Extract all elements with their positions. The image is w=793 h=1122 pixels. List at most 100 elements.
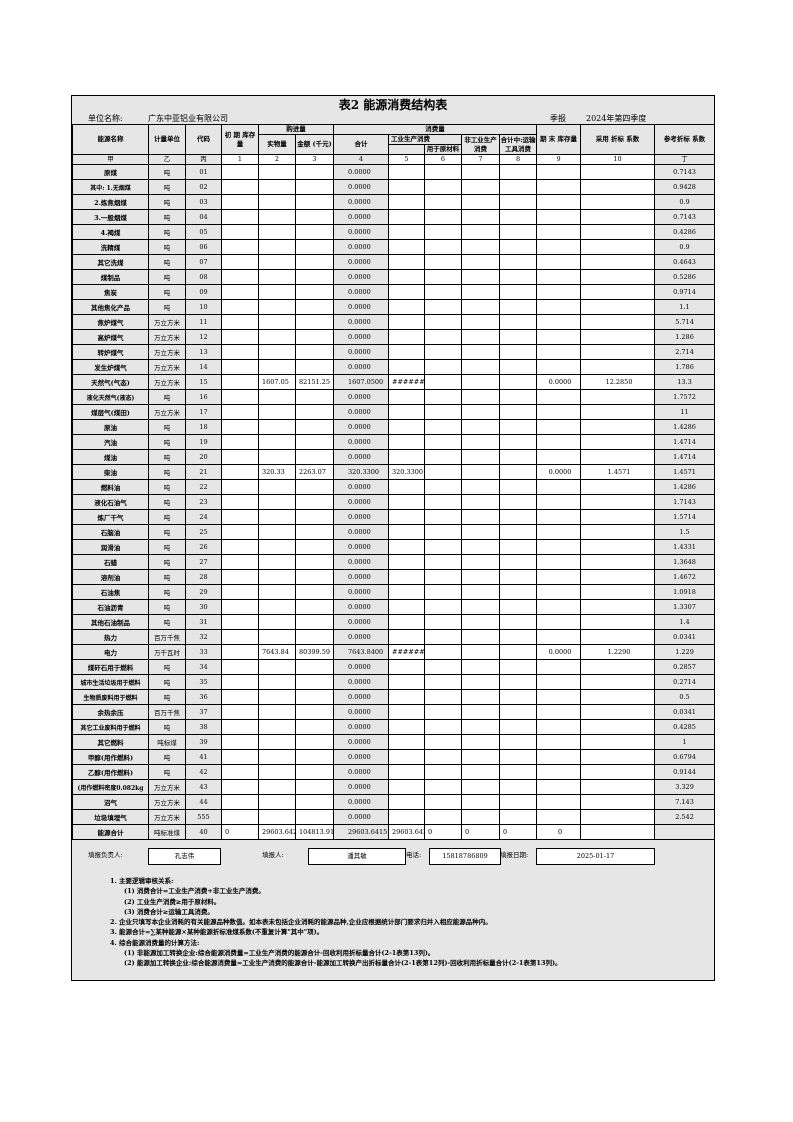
cell-close-stock[interactable] (536, 329, 582, 345)
cell-qty[interactable] (258, 674, 296, 690)
cell-factor[interactable] (580, 404, 656, 420)
cell-nonind[interactable] (461, 389, 500, 405)
cell-close-stock[interactable] (536, 314, 582, 330)
cell-open-stock[interactable]: 0 (221, 824, 259, 840)
cell-qty[interactable] (258, 539, 296, 555)
cell-raw[interactable] (424, 164, 462, 180)
cell-qty[interactable] (258, 599, 296, 615)
cell-close-stock[interactable] (536, 554, 582, 570)
cell-raw[interactable] (424, 734, 462, 750)
cell-factor[interactable] (580, 344, 656, 360)
cell-raw[interactable] (424, 194, 462, 210)
cell-factor[interactable] (580, 734, 656, 750)
cell-close-stock[interactable] (536, 614, 582, 630)
cell-nonind[interactable] (461, 254, 500, 270)
cell-factor[interactable] (580, 599, 656, 615)
cell-close-stock[interactable] (536, 284, 582, 300)
cell-open-stock[interactable] (221, 809, 259, 825)
cell-qty[interactable] (258, 614, 296, 630)
cell-open-stock[interactable] (221, 764, 259, 780)
cell-amount[interactable] (295, 404, 334, 420)
cell-qty[interactable] (258, 224, 296, 240)
cell-transport[interactable] (498, 764, 538, 780)
cell-nonind[interactable] (461, 179, 500, 195)
cell-amount[interactable] (295, 434, 334, 450)
cell-industrial[interactable]: 320.3300 (388, 464, 425, 480)
cell-nonind[interactable] (461, 719, 500, 735)
cell-qty[interactable] (258, 299, 296, 315)
cell-qty[interactable] (258, 254, 296, 270)
cell-raw[interactable] (424, 749, 462, 765)
cell-open-stock[interactable] (221, 644, 259, 660)
cell-transport[interactable] (498, 479, 538, 495)
cell-qty[interactable] (258, 434, 296, 450)
cell-nonind[interactable] (461, 464, 500, 480)
phone-field[interactable]: 15818786809 (429, 848, 501, 865)
cell-factor[interactable] (580, 329, 656, 345)
cell-nonind[interactable] (461, 224, 500, 240)
cell-open-stock[interactable] (221, 269, 259, 285)
cell-open-stock[interactable] (221, 359, 259, 375)
cell-raw[interactable] (424, 509, 462, 525)
cell-industrial[interactable] (388, 284, 425, 300)
cell-industrial[interactable] (388, 359, 425, 375)
date-field[interactable]: 2025-01-17 (536, 848, 655, 865)
cell-nonind[interactable] (461, 779, 500, 795)
cell-transport[interactable] (498, 584, 538, 600)
cell-factor[interactable] (580, 704, 656, 720)
cell-transport[interactable] (498, 329, 538, 345)
cell-raw[interactable] (424, 524, 462, 540)
cell-open-stock[interactable] (221, 524, 259, 540)
cell-open-stock[interactable] (221, 674, 259, 690)
cell-qty[interactable] (258, 359, 296, 375)
cell-qty[interactable] (258, 584, 296, 600)
cell-transport[interactable] (498, 659, 538, 675)
cell-industrial[interactable] (388, 809, 425, 825)
cell-industrial[interactable] (388, 524, 425, 540)
cell-amount[interactable] (295, 794, 334, 810)
cell-transport[interactable] (498, 374, 538, 390)
cell-open-stock[interactable] (221, 164, 259, 180)
cell-raw[interactable] (424, 449, 462, 465)
cell-open-stock[interactable] (221, 734, 259, 750)
cell-nonind[interactable] (461, 629, 500, 645)
cell-amount[interactable]: 2263.07 (295, 464, 334, 480)
cell-amount[interactable] (295, 329, 334, 345)
cell-raw[interactable] (424, 809, 462, 825)
cell-qty[interactable] (258, 239, 296, 255)
cell-qty[interactable] (258, 389, 296, 405)
head-field[interactable]: 孔志伟 (148, 848, 221, 865)
cell-industrial[interactable] (388, 164, 425, 180)
cell-transport[interactable] (498, 794, 538, 810)
cell-amount[interactable] (295, 704, 334, 720)
cell-close-stock[interactable] (536, 749, 582, 765)
cell-open-stock[interactable] (221, 224, 259, 240)
cell-factor[interactable] (580, 179, 656, 195)
cell-factor[interactable] (580, 809, 656, 825)
cell-transport[interactable] (498, 614, 538, 630)
cell-nonind[interactable] (461, 734, 500, 750)
cell-raw[interactable] (424, 314, 462, 330)
cell-amount[interactable] (295, 494, 334, 510)
cell-factor[interactable] (580, 674, 656, 690)
cell-qty[interactable] (258, 419, 296, 435)
cell-amount[interactable] (295, 749, 334, 765)
cell-raw[interactable] (424, 434, 462, 450)
cell-nonind[interactable] (461, 554, 500, 570)
cell-close-stock[interactable] (536, 674, 582, 690)
cell-nonind[interactable] (461, 764, 500, 780)
cell-open-stock[interactable] (221, 194, 259, 210)
cell-close-stock[interactable] (536, 449, 582, 465)
cell-industrial[interactable] (388, 719, 425, 735)
cell-qty[interactable] (258, 479, 296, 495)
cell-raw[interactable] (424, 344, 462, 360)
cell-close-stock[interactable]: 0 (536, 824, 582, 840)
cell-raw[interactable] (424, 674, 462, 690)
cell-qty[interactable] (258, 734, 296, 750)
cell-raw[interactable] (424, 209, 462, 225)
cell-amount[interactable] (295, 689, 334, 705)
cell-raw[interactable] (424, 779, 462, 795)
cell-qty[interactable] (258, 659, 296, 675)
cell-raw[interactable] (424, 479, 462, 495)
cell-industrial[interactable] (388, 299, 425, 315)
